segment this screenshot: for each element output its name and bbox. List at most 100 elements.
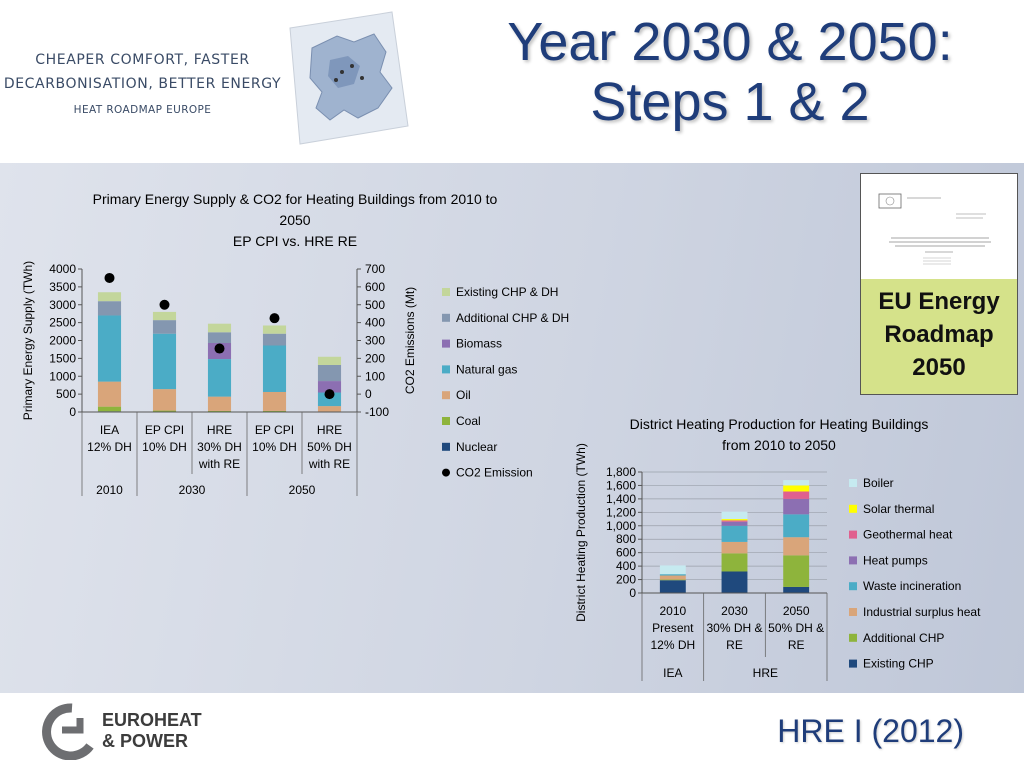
legend-swatch — [442, 417, 450, 425]
legend-label: Natural gas — [456, 362, 517, 376]
chart-title-line: District Heating Production for Heating … — [630, 416, 929, 432]
bar-segment — [659, 580, 686, 593]
category-label: 30% DH & — [706, 621, 762, 635]
eu-roadmap-line-3: 2050 — [912, 354, 966, 381]
category-label: 2050 — [783, 604, 810, 618]
bar-segment — [783, 498, 810, 515]
y2-tick-label: 100 — [365, 369, 385, 383]
bar-segment — [262, 333, 287, 346]
category-label: 30% DH — [197, 440, 242, 454]
tagline-line-3: HEAT ROADMAP EUROPE — [73, 104, 212, 116]
bar-segment — [783, 514, 810, 538]
legend-label: Additional CHP & DH — [456, 311, 569, 325]
y-tick-label: 800 — [616, 532, 636, 546]
eu-roadmap-line-2: Roadmap — [884, 321, 994, 348]
bar-segment — [783, 537, 810, 556]
tagline-line-2: DECARBONISATION, BETTER ENERGY — [3, 76, 282, 92]
category-label: EP CPI — [255, 423, 294, 437]
bar-segment — [659, 579, 686, 581]
logo-line-2: & POWER — [102, 731, 188, 751]
category-label: 2010 — [659, 604, 686, 618]
category-label: 10% DH — [142, 440, 187, 454]
legend-swatch — [442, 391, 450, 400]
bar-segment — [783, 586, 810, 593]
category-label: RE — [788, 638, 805, 652]
bar-segment — [152, 389, 177, 411]
y-tick-label: 400 — [616, 559, 636, 573]
bar-segment — [721, 525, 748, 542]
primary-energy-chart: Primary Energy Supply & CO2 for Heating … — [21, 191, 569, 497]
chart-title-line: 2050 — [279, 212, 310, 228]
y2-tick-label: 600 — [365, 280, 385, 294]
y-tick-label: 0 — [69, 405, 76, 419]
co2-point — [214, 343, 225, 354]
chart-title-line: from 2010 to 2050 — [722, 437, 836, 453]
legend-label: Oil — [456, 388, 471, 402]
category-label: 50% DH & — [768, 621, 824, 635]
europe-map-image — [289, 11, 409, 145]
legend-swatch — [442, 442, 450, 451]
slide-title-line-1: Year 2030 & 2050: — [507, 12, 953, 72]
bar-segment — [317, 406, 342, 412]
legend-swatch — [849, 633, 857, 642]
bar-segment — [207, 396, 232, 411]
legend-label: Boiler — [863, 476, 894, 490]
slide-title-line-2: Steps 1 & 2 — [590, 72, 870, 132]
bar-segment — [721, 553, 748, 572]
category-label: with RE — [308, 457, 350, 471]
group-label: 2030 — [179, 483, 206, 497]
bar-segment — [262, 325, 287, 334]
bar-segment — [97, 301, 122, 316]
category-label: 12% DH — [87, 440, 132, 454]
chart-title-line: Primary Energy Supply & CO2 for Heating … — [93, 191, 498, 207]
bar-segment — [317, 392, 342, 407]
group-label: 2010 — [96, 483, 123, 497]
category-label: 50% DH — [307, 440, 352, 454]
logo-line-1: EUROHEAT — [102, 710, 202, 730]
bar-segment — [97, 315, 122, 382]
bar-segment — [262, 345, 287, 392]
y-tick-label: 1,400 — [606, 492, 636, 506]
legend-swatch — [442, 339, 450, 348]
legend-label: Coal — [456, 414, 481, 428]
category-label: with RE — [198, 457, 240, 471]
y-tick-label: 2000 — [49, 334, 76, 348]
eu-document-thumbnail — [861, 174, 1017, 279]
y-tick-label: 1,000 — [606, 519, 636, 533]
bar-segment — [721, 519, 748, 521]
legend-label: Industrial surplus heat — [863, 605, 981, 619]
bar-segment — [97, 381, 122, 407]
content-panel — [0, 163, 1024, 693]
eu-roadmap-document: EU Energy Roadmap 2050 — [860, 173, 1018, 395]
co2-point — [324, 389, 335, 400]
y-tick-label: 3500 — [49, 280, 76, 294]
group-label: HRE — [753, 666, 778, 680]
bar-segment — [97, 406, 122, 412]
group-label: IEA — [663, 666, 682, 680]
y-tick-label: 3000 — [49, 298, 76, 312]
bar-segment — [783, 491, 810, 499]
legend-label: Additional CHP — [863, 631, 944, 645]
bar-segment — [97, 292, 122, 302]
bar-segment — [152, 333, 177, 390]
legend-label: Geothermal heat — [863, 528, 953, 542]
y-tick-label: 600 — [616, 546, 636, 560]
bar-segment — [317, 364, 342, 382]
y-tick-label: 1,800 — [606, 465, 636, 479]
y-axis-label: Primary Energy Supply (TWh) — [21, 261, 35, 420]
legend-swatch — [442, 365, 450, 374]
bar-segment — [721, 511, 748, 520]
legend-label: Existing CHP — [863, 657, 934, 671]
bar-segment — [659, 575, 686, 580]
bar-segment — [152, 320, 177, 334]
y-tick-label: 1,600 — [606, 478, 636, 492]
bar-segment — [783, 555, 810, 587]
bar-segment — [659, 565, 686, 575]
category-label: HRE — [317, 423, 342, 437]
bar-segment — [152, 410, 177, 412]
y-tick-label: 0 — [629, 586, 636, 600]
bar-segment — [262, 391, 287, 411]
y-tick-label: 2500 — [49, 316, 76, 330]
legend-marker — [442, 468, 450, 477]
chart-title-line: EP CPI vs. HRE RE — [233, 233, 357, 249]
